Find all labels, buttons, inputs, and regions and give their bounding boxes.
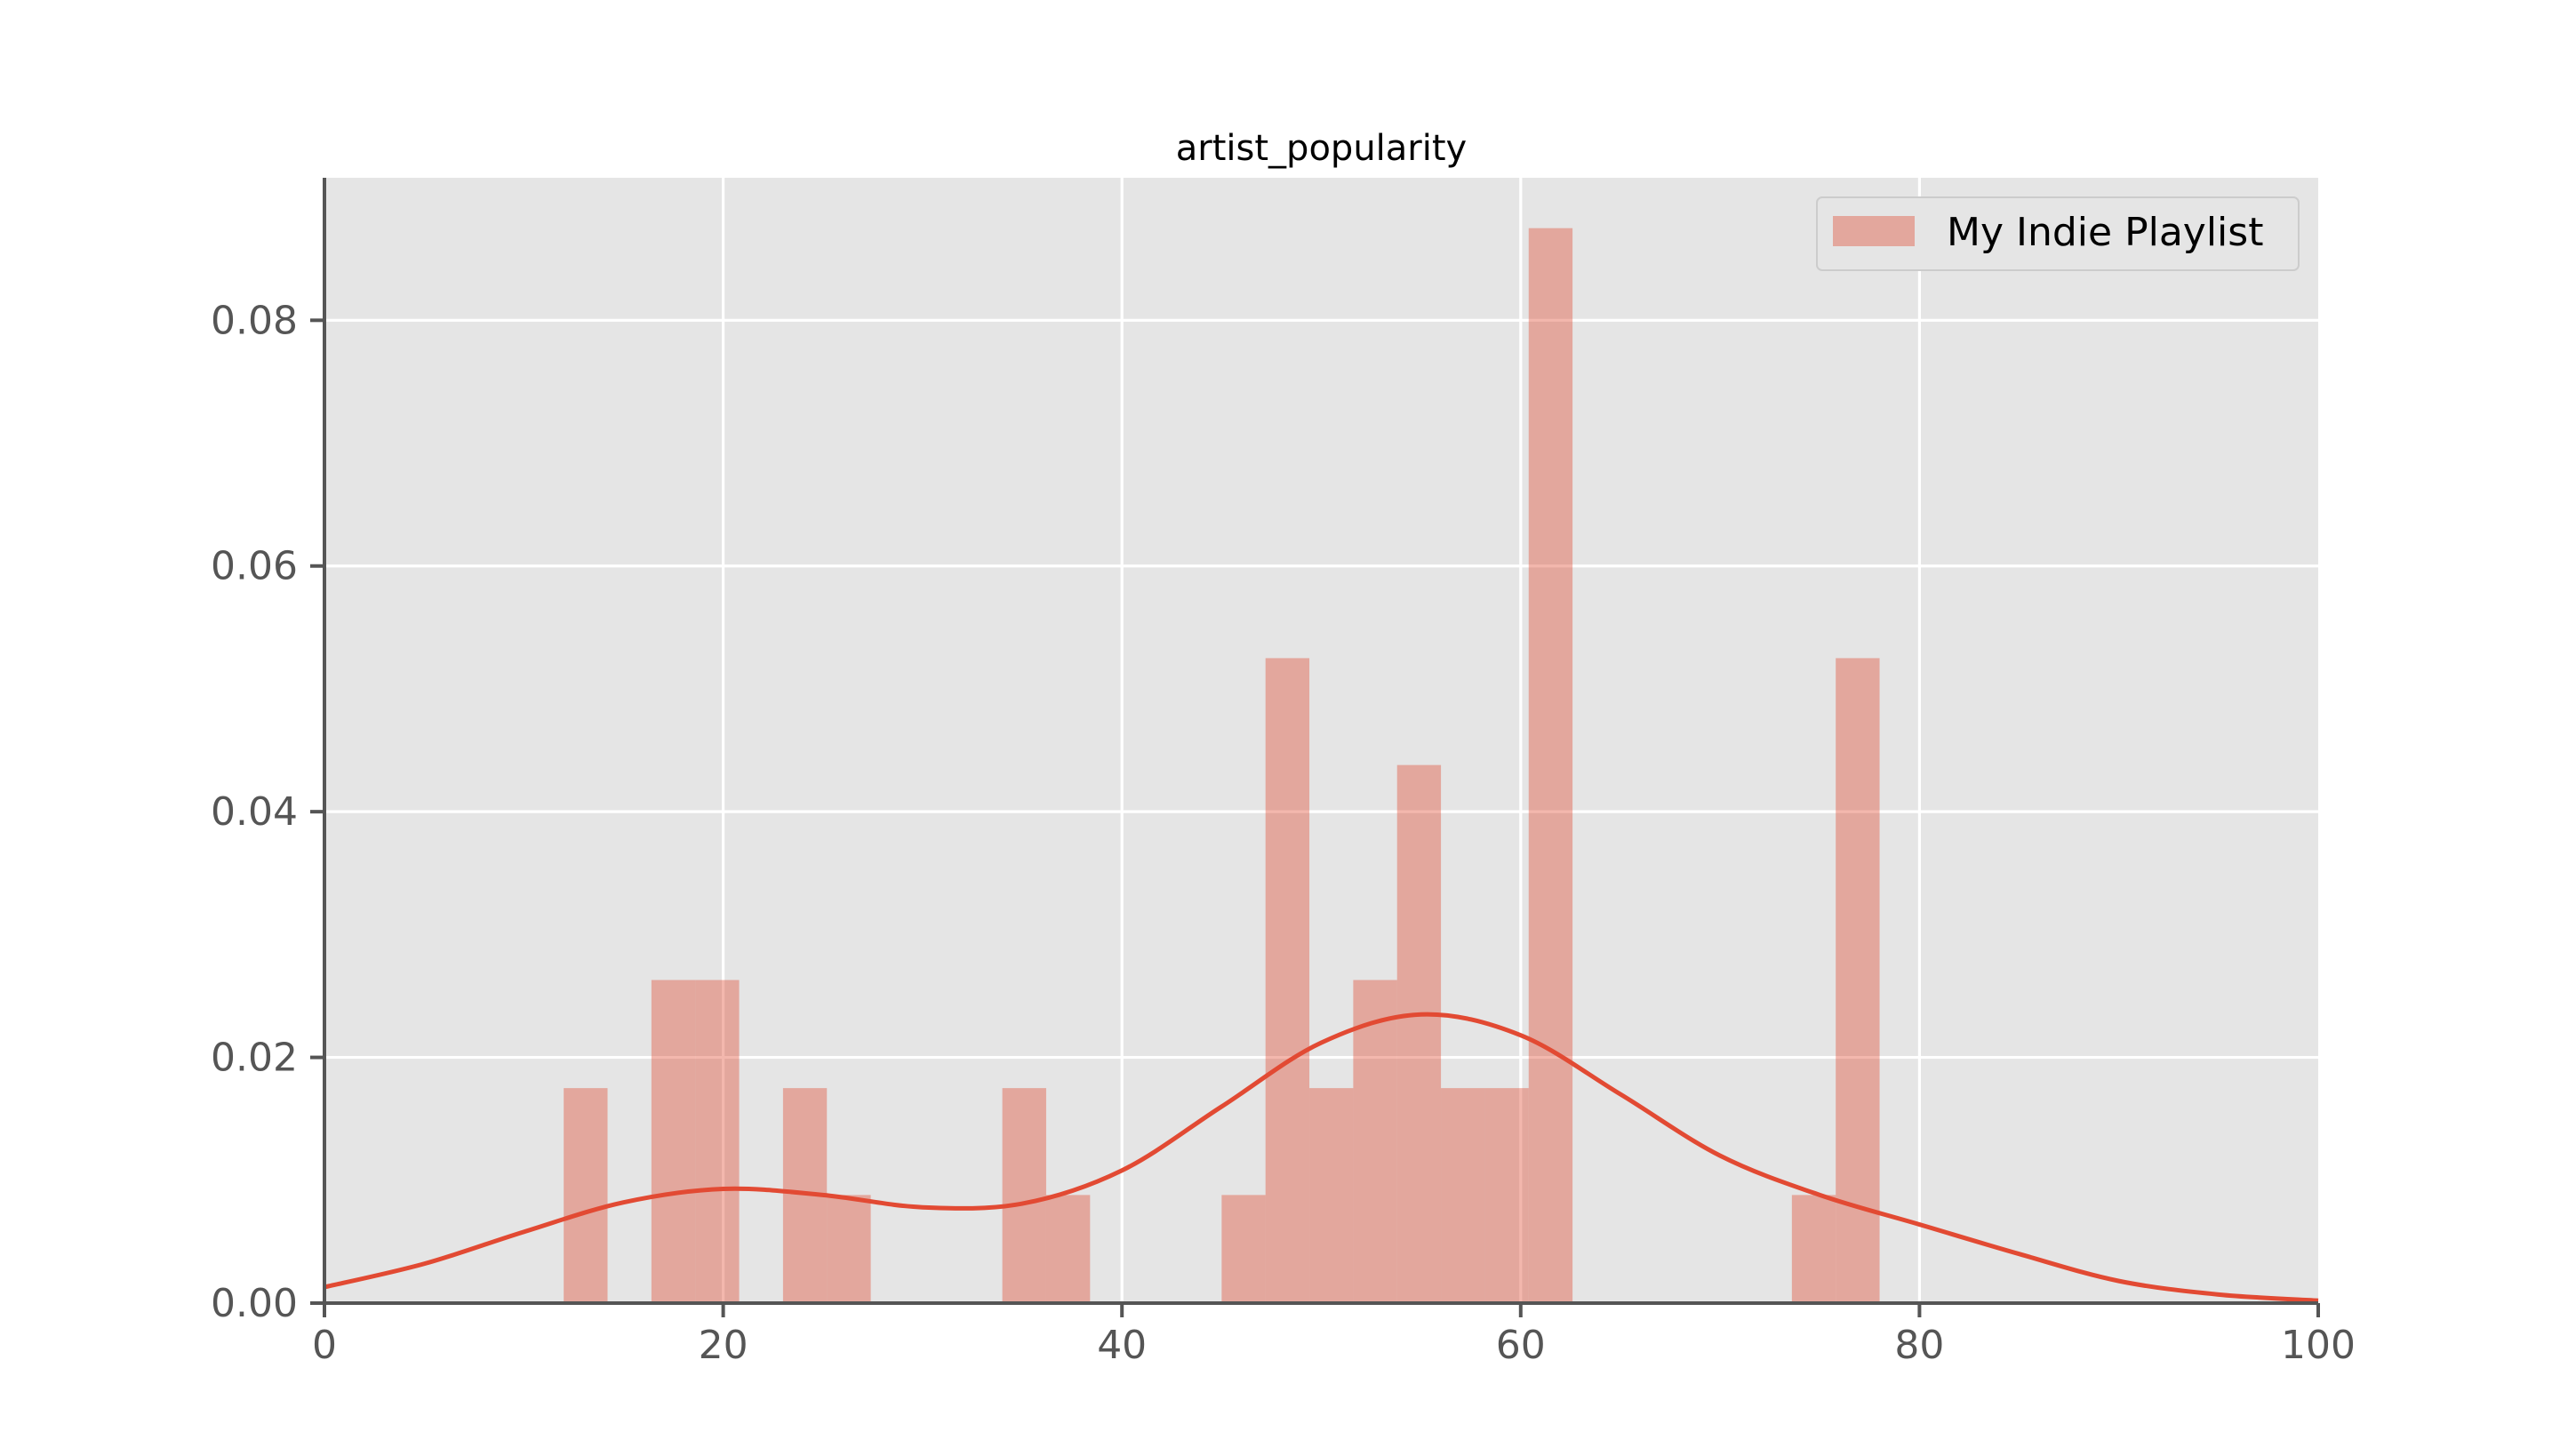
- histogram-bar: [1002, 1088, 1046, 1303]
- axes: 0 20 40 60 80 100 0.00 0.02 0.04 0.06 0.08: [211, 178, 2356, 1368]
- histogram-bar: [1309, 1088, 1354, 1303]
- x-tick-label: 20: [699, 1323, 748, 1368]
- histogram-bar: [1791, 1195, 1836, 1303]
- y-tick-label: 0.02: [211, 1036, 298, 1081]
- histogram-bar: [1045, 1195, 1091, 1303]
- legend-label: My Indie Playlist: [1947, 210, 2263, 255]
- y-tick-label: 0.06: [211, 544, 298, 589]
- x-tick-label: 80: [1894, 1323, 1944, 1368]
- y-tick-label: 0.08: [211, 298, 298, 343]
- histogram-bar: [1836, 658, 1880, 1303]
- legend-box: [1816, 196, 2300, 271]
- histogram-bar: [1484, 1088, 1529, 1303]
- x-tick-label: 0: [312, 1323, 337, 1368]
- histogram-bar: [564, 1088, 608, 1303]
- x-tick-label: 100: [2281, 1323, 2356, 1368]
- histogram-bar: [1353, 980, 1397, 1303]
- histogram-bar: [1221, 1195, 1266, 1303]
- x-tick-label: 40: [1097, 1323, 1147, 1368]
- y-tick-label: 0.00: [211, 1281, 298, 1326]
- grid-lines: [324, 178, 2318, 1303]
- histogram-bar: [1265, 658, 1310, 1303]
- y-tick-label: 0.04: [211, 789, 298, 835]
- plot-area: [324, 178, 2318, 1303]
- histogram-bar: [1441, 1088, 1485, 1303]
- histogram-bars: [564, 228, 1880, 1304]
- histogram-bar: [1396, 764, 1442, 1303]
- legend: My Indie Playlist: [1816, 196, 2300, 271]
- histogram-bar: [1528, 228, 1573, 1304]
- kde-curve: [324, 1012, 2319, 1303]
- legend-swatch: [1833, 216, 1915, 246]
- chart-title: artist_popularity: [1176, 128, 1467, 169]
- histogram-bar: [695, 980, 740, 1303]
- histogram-bar: [651, 980, 696, 1303]
- histogram-bar: [827, 1195, 871, 1303]
- x-tick-label: 60: [1496, 1323, 1546, 1368]
